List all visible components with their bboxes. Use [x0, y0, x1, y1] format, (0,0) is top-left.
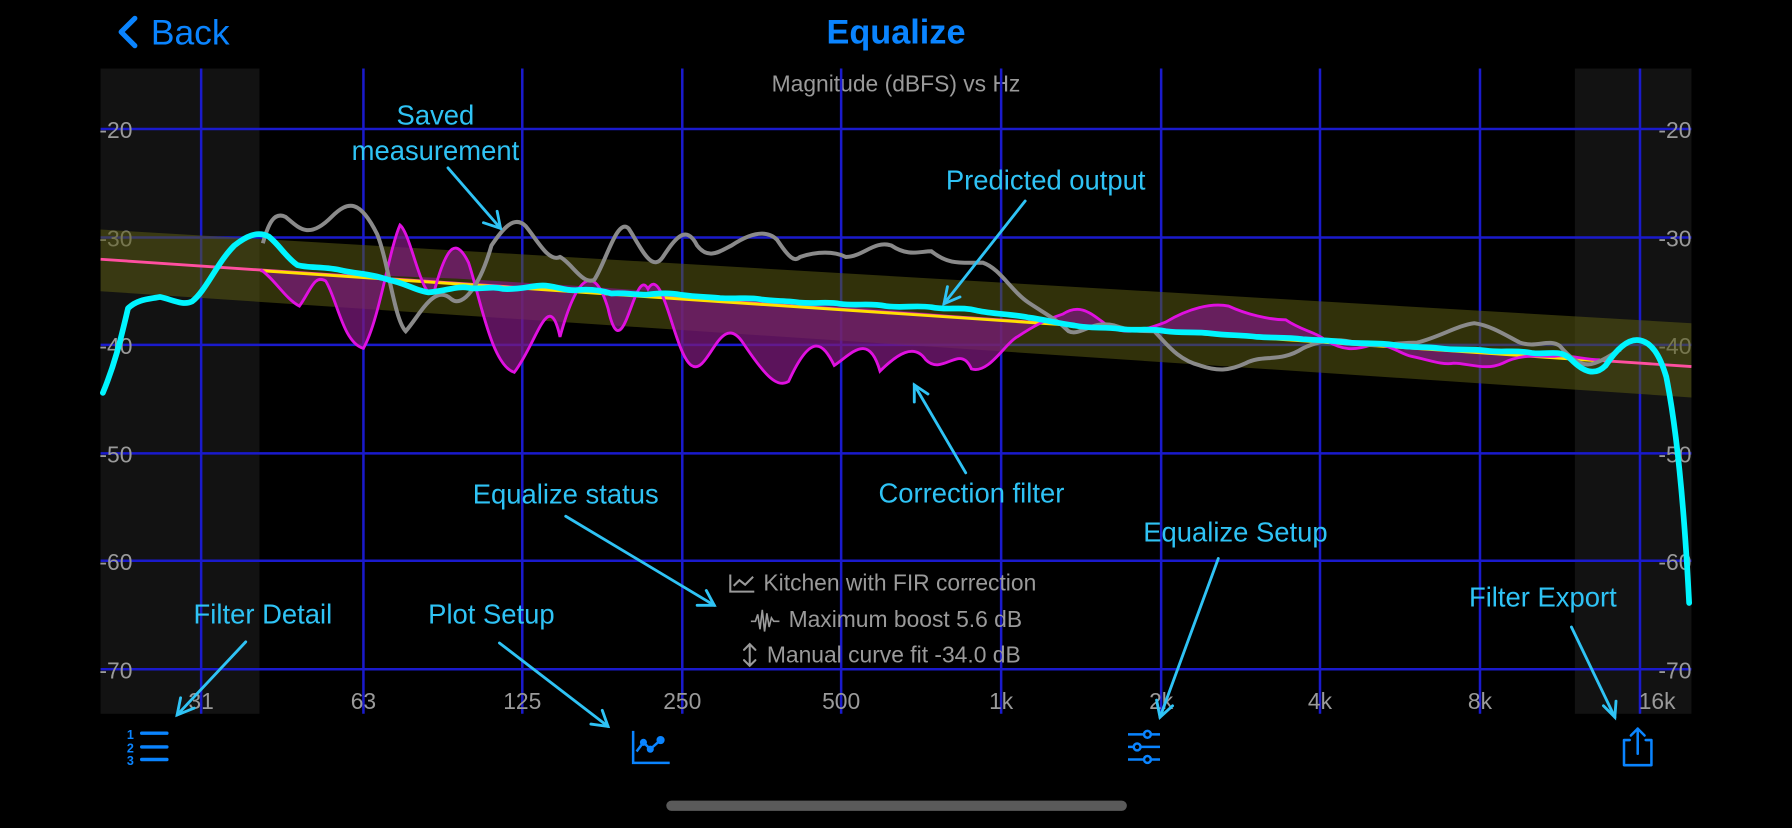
x-tick: 500 [822, 688, 860, 714]
annotation-filter-detail: Filter Detail [194, 599, 333, 630]
plot-setup-button[interactable] [624, 722, 677, 770]
annotations: Saved measurement Predicted output Corre… [194, 99, 1618, 629]
list-number: 3 [127, 754, 134, 768]
chart-title: Magnitude (dBFS) vs Hz [772, 70, 1021, 96]
page-title: Equalize [826, 13, 965, 51]
y-tick: -60 [99, 549, 132, 575]
back-label: Back [151, 13, 230, 53]
annotation-correction-filter: Correction filter [878, 478, 1064, 509]
x-tick: 63 [351, 688, 376, 714]
y-tick: -20 [99, 117, 132, 143]
x-tick: 125 [503, 688, 541, 714]
predicted-output-curve [99, 231, 1692, 606]
filter-export-button[interactable] [1614, 722, 1662, 770]
chart-line-icon [631, 730, 670, 765]
status-line-1: Kitchen with FIR correction [763, 569, 1036, 595]
shaded-low-region [100, 68, 260, 714]
annotation-equalize-setup: Equalize Setup [1143, 516, 1327, 547]
home-indicator[interactable] [666, 800, 1127, 811]
share-icon [1622, 727, 1653, 767]
x-tick: 4k [1308, 688, 1333, 714]
magnitude-chart[interactable]: Magnitude (dBFS) vs Hz -20 -30 -40 -5 [99, 68, 1692, 715]
list-number: 1 [127, 728, 134, 742]
waveform-icon [750, 609, 780, 632]
filter-detail-button[interactable]: 1 2 3 [119, 722, 181, 770]
x-tick: 8k [1468, 688, 1493, 714]
annotation-arrows [175, 166, 1618, 729]
y-tick: -70 [99, 657, 132, 683]
annotation-saved-measurement-line2: measurement [352, 135, 520, 166]
y-tick: -30 [1658, 226, 1691, 252]
list-number: 2 [127, 742, 134, 756]
equalize-status: Kitchen with FIR correction Maximum boos… [729, 569, 1036, 668]
status-line-2: Maximum boost 5.6 dB [789, 606, 1023, 632]
chevron-left-icon [118, 15, 138, 49]
annotation-predicted-output: Predicted output [946, 165, 1146, 196]
sliders-icon [1128, 729, 1160, 765]
y-tick: -20 [1658, 117, 1691, 143]
x-axis: 31 63 125 250 500 1k 2k 4k 8k 16k [188, 688, 1676, 714]
numbered-list-icon: 1 2 3 [127, 728, 169, 768]
equalize-setup-button[interactable] [1120, 722, 1173, 770]
back-button[interactable]: Back [118, 13, 230, 53]
correction-filter-fill [260, 224, 1601, 384]
x-tick: 16k [1639, 688, 1676, 714]
y-tick: -50 [99, 442, 132, 468]
annotation-plot-setup: Plot Setup [428, 599, 555, 630]
annotation-saved-measurement-line1: Saved [397, 99, 475, 130]
annotation-equalize-status: Equalize status [473, 479, 659, 510]
y-tick: -70 [1658, 657, 1691, 683]
x-tick: 1k [989, 688, 1014, 714]
annotation-filter-export: Filter Export [1469, 581, 1617, 612]
grid [100, 68, 1692, 714]
up-down-arrow-icon [742, 642, 757, 668]
status-line-3: Manual curve fit -34.0 dB [767, 641, 1021, 667]
x-tick: 250 [663, 688, 701, 714]
chart-line-icon [729, 574, 755, 593]
